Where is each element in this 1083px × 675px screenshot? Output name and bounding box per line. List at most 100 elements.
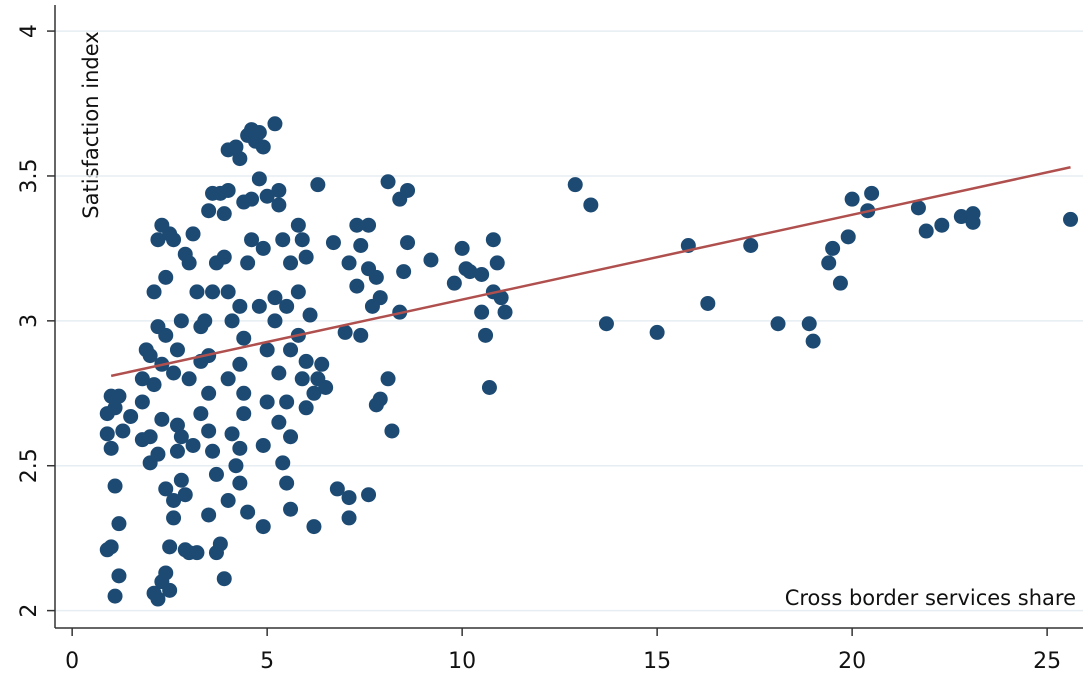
- x-axis-label: Cross border services share: [785, 586, 1076, 610]
- point: [275, 232, 291, 248]
- point: [337, 324, 353, 340]
- point: [840, 229, 856, 245]
- fit-line: [110, 166, 1071, 378]
- point: [193, 406, 209, 422]
- y-tick-label: 2.5: [17, 448, 42, 483]
- point: [244, 232, 260, 248]
- point: [380, 371, 396, 387]
- point: [489, 255, 505, 271]
- point: [770, 316, 786, 332]
- point: [361, 217, 377, 233]
- point: [583, 197, 599, 213]
- point: [275, 455, 291, 471]
- point: [446, 275, 462, 291]
- point: [162, 539, 178, 555]
- x-tick-label: 0: [65, 649, 79, 674]
- point: [247, 133, 263, 149]
- point: [208, 545, 224, 561]
- y-tick-label: 2: [17, 604, 42, 618]
- point: [1063, 211, 1079, 227]
- point: [232, 475, 248, 491]
- point: [349, 278, 365, 294]
- point: [255, 519, 271, 535]
- point: [173, 313, 189, 329]
- point: [965, 214, 981, 230]
- point: [150, 232, 166, 248]
- point: [142, 348, 158, 364]
- point: [150, 446, 166, 462]
- point: [368, 397, 384, 413]
- point: [462, 264, 478, 280]
- point: [271, 365, 287, 381]
- point: [220, 371, 236, 387]
- point: [173, 472, 189, 488]
- point: [123, 408, 139, 424]
- point: [251, 298, 267, 314]
- point: [298, 249, 314, 265]
- point: [216, 206, 232, 222]
- point: [825, 240, 841, 256]
- point: [158, 327, 174, 343]
- point: [107, 400, 123, 416]
- point: [298, 353, 314, 369]
- point: [166, 510, 182, 526]
- point: [649, 324, 665, 340]
- point: [283, 429, 299, 445]
- y-tick-label: 3.5: [17, 158, 42, 193]
- point: [134, 394, 150, 410]
- x-tick-label: 5: [260, 649, 274, 674]
- point: [232, 440, 248, 456]
- point: [228, 458, 244, 474]
- point: [372, 290, 388, 306]
- point: [103, 440, 119, 456]
- point: [259, 394, 275, 410]
- point: [259, 342, 275, 358]
- point: [329, 481, 345, 497]
- point: [910, 200, 926, 216]
- point: [400, 182, 416, 198]
- point: [302, 307, 318, 323]
- point: [844, 191, 860, 207]
- y-axis-label: Satisfaction index: [79, 31, 103, 218]
- point: [146, 377, 162, 393]
- point: [177, 246, 193, 262]
- point: [205, 284, 221, 300]
- point: [290, 284, 306, 300]
- point: [228, 139, 244, 155]
- point: [400, 235, 416, 251]
- x-tick-label: 20: [838, 649, 866, 674]
- point: [216, 249, 232, 265]
- point: [251, 171, 267, 187]
- point: [267, 116, 283, 132]
- point: [232, 298, 248, 314]
- point: [166, 493, 182, 509]
- point: [154, 411, 170, 427]
- point: [368, 269, 384, 285]
- point: [111, 568, 127, 584]
- point: [259, 188, 275, 204]
- point: [801, 316, 817, 332]
- point: [201, 423, 217, 439]
- point: [279, 394, 295, 410]
- point: [185, 226, 201, 242]
- x-tick-label: 15: [643, 649, 671, 674]
- point: [934, 217, 950, 233]
- point: [454, 240, 470, 256]
- point: [236, 385, 252, 401]
- point: [283, 255, 299, 271]
- point: [201, 203, 217, 219]
- point: [341, 490, 357, 506]
- point: [220, 493, 236, 509]
- point: [162, 582, 178, 598]
- x-tick-label: 10: [448, 649, 476, 674]
- point: [478, 327, 494, 343]
- point: [236, 406, 252, 422]
- point: [423, 252, 439, 268]
- point: [474, 304, 490, 320]
- x-tick-label: 25: [1033, 649, 1061, 674]
- point: [255, 437, 271, 453]
- point: [111, 388, 127, 404]
- point: [805, 333, 821, 349]
- point: [380, 174, 396, 190]
- point: [314, 356, 330, 372]
